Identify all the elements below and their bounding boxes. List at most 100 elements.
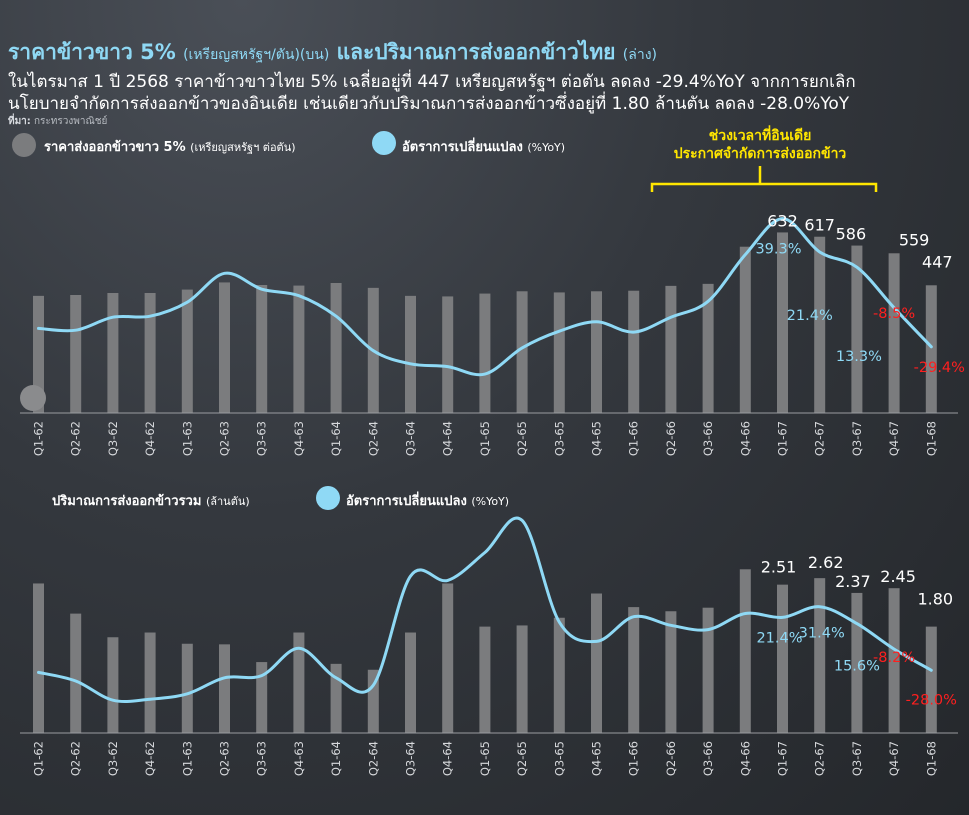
x-tick-label: Q3-64 — [404, 421, 418, 456]
x-tick-label: Q2-65 — [515, 421, 529, 456]
top-price-chart: Q1-62 Q2-62 Q3-62 Q4-62 Q1-63 Q2-63 Q3-63 Q4-63… — [20, 211, 965, 456]
legend-top-bar-text: ราคาส่งออกข้าวขาว 5% — [44, 140, 186, 155]
bar-Q3-64 — [405, 295, 416, 413]
legend-top-line-text: อัตราการเปลี่ยนแปลง — [402, 140, 523, 155]
bar-Q3-63 — [256, 285, 268, 413]
x-tick-label: Q4-64 — [441, 421, 455, 456]
bar-value-label: 2.62 — [808, 553, 844, 572]
bar-Q1-63 — [181, 643, 193, 733]
yoy-value-label: -8.5% — [873, 306, 915, 322]
yoy-value-label: -8.2% — [873, 650, 915, 666]
bar-Q3-67 — [851, 245, 863, 413]
x-tick-label: Q1-63 — [180, 421, 194, 456]
annotation-bracket — [650, 166, 878, 192]
title-main: ราคาข้าวขาว 5% — [8, 40, 176, 64]
legend-bottom-bar-unit: (ล้านตัน) — [205, 495, 250, 508]
yoy-value-label: 15.6% — [834, 659, 880, 675]
bar-Q1-68 — [925, 626, 937, 733]
bar-Q3-62 — [107, 637, 119, 733]
x-tick-label: Q4-67 — [887, 421, 901, 456]
x-tick-label: Q3-66 — [701, 421, 715, 456]
bar-Q1-64 — [330, 663, 342, 733]
bar-Q4-67 — [888, 588, 900, 733]
x-tick-label: Q3-67 — [850, 421, 864, 456]
x-tick-label: Q4-66 — [738, 741, 752, 776]
x-tick-label: Q1-67 — [776, 741, 790, 776]
bar-Q3-65 — [553, 292, 565, 413]
x-tick-label: Q3-62 — [106, 741, 120, 776]
x-tick-label: Q4-63 — [292, 741, 306, 776]
yoy-line — [37, 516, 933, 704]
legend-bottom-bar-label: ปริมาณการส่งออกข้าวรวม (ล้านตัน) — [52, 490, 250, 511]
bar-value-label: 2.37 — [835, 572, 871, 591]
bar-Q4-65 — [591, 291, 602, 413]
legend-top-bar-label: ราคาส่งออกข้าวขาว 5% (เหรียญสหรัฐฯ ต่อตั… — [44, 136, 296, 157]
x-tick-label: Q1-66 — [627, 741, 641, 776]
bar-Q1-63 — [181, 289, 193, 413]
yoy-value-label: 31.4% — [799, 626, 845, 642]
x-tick-label: Q3-63 — [255, 421, 269, 456]
bar-Q4-62 — [144, 632, 156, 733]
x-tick-label: Q1-66 — [627, 421, 641, 456]
bar-Q1-66 — [628, 290, 640, 413]
yoy-value-label: -29.4% — [914, 360, 965, 376]
bar-Q4-63 — [293, 285, 305, 413]
annotation-line-1: ช่วงเวลาที่อินเดีย — [709, 125, 812, 144]
x-tick-label: Q3-62 — [106, 421, 120, 456]
annotation-line-2: ประกาศจำกัดการส่งออกข้าว — [674, 146, 847, 162]
x-tick-label: Q2-62 — [69, 741, 83, 776]
bar-value-label: 2.51 — [761, 558, 797, 577]
bar-Q4-62 — [144, 293, 156, 413]
bar-value-label: 559 — [899, 230, 930, 249]
bar-Q1-66 — [628, 607, 640, 733]
bar-Q3-62 — [107, 293, 119, 413]
x-tick-label: Q4-62 — [143, 421, 157, 456]
india-export-ban-annotation: ช่วงเวลาที่อินเดีย ประกาศจำกัดการส่งออกข… — [650, 125, 878, 192]
bar-value-label: 632 — [767, 211, 798, 230]
bar-Q4-64 — [442, 583, 454, 733]
bar-Q3-65 — [553, 617, 565, 733]
bar-Q2-66 — [665, 285, 677, 413]
x-tick-label: Q2-65 — [515, 741, 529, 776]
legend-bottom-line-label: อัตราการเปลี่ยนแปลง (%YoY) — [346, 490, 509, 511]
x-tick-label: Q1-64 — [329, 421, 343, 456]
legend-bottom-bar-text: ปริมาณการส่งออกข้าวรวม — [52, 494, 202, 509]
bar-Q1-65 — [479, 626, 491, 733]
x-tick-label: Q1-63 — [180, 741, 194, 776]
bar-value-label: 617 — [804, 216, 835, 235]
title-lower: (ล่าง) — [622, 47, 657, 63]
bar-value-label: 1.80 — [917, 590, 953, 609]
x-tick-label: Q4-67 — [887, 741, 901, 776]
bar-Q4-66 — [739, 246, 751, 413]
bar-Q2-62 — [70, 613, 82, 733]
bar-Q4-65 — [591, 593, 602, 733]
x-tick-label: Q2-63 — [218, 741, 232, 776]
bar-value-label: 447 — [922, 252, 953, 271]
subtitle-line-1: ในไตรมาส 1 ปี 2568 ราคาข้าวขาวไทย 5% เฉล… — [8, 72, 856, 92]
bar-Q1-62 — [33, 583, 44, 733]
yoy-value-label: 13.3% — [836, 349, 882, 365]
x-tick-label: Q1-68 — [924, 741, 938, 776]
bar-Q4-66 — [739, 569, 751, 733]
x-tick-label: Q4-62 — [143, 741, 157, 776]
legend-top-line-unit: (%YoY) — [527, 141, 566, 154]
bar-Q1-64 — [330, 283, 342, 413]
bar-Q3-66 — [702, 607, 714, 733]
legend-top-bar-swatch — [12, 133, 36, 157]
x-tick-label: Q3-64 — [404, 741, 418, 776]
bar-Q1-68 — [925, 285, 937, 413]
x-tick-label: Q3-63 — [255, 741, 269, 776]
x-tick-label: Q3-66 — [701, 741, 715, 776]
bar-Q2-62 — [70, 295, 82, 413]
x-tick-label: Q2-64 — [366, 741, 380, 776]
x-tick-label: Q4-64 — [441, 741, 455, 776]
source-text: กระทรวงพาณิชย์ — [34, 116, 108, 127]
bar-Q3-66 — [702, 283, 714, 413]
bar-Q4-64 — [442, 296, 454, 413]
bar-Q2-64 — [367, 669, 379, 733]
x-tick-label: Q2-67 — [813, 741, 827, 776]
x-tick-label: Q4-65 — [590, 741, 604, 776]
x-tick-label: Q3-67 — [850, 741, 864, 776]
x-tick-label: Q1-64 — [329, 741, 343, 776]
